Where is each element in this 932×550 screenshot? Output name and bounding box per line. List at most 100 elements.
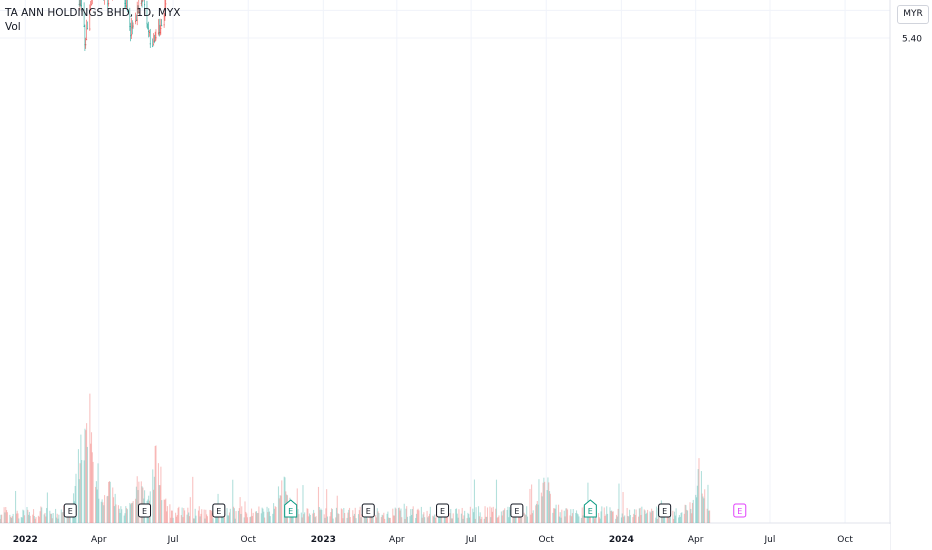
volume-bar xyxy=(131,502,133,523)
volume-bar xyxy=(90,432,93,523)
volume-indicator-label[interactable]: Vol xyxy=(5,21,21,33)
volume-bar xyxy=(55,508,57,523)
earnings-marker[interactable]: E xyxy=(733,503,747,518)
volume-bar xyxy=(600,511,602,523)
earnings-marker[interactable]: E xyxy=(510,503,524,518)
earnings-marker[interactable]: E xyxy=(63,503,77,518)
volume-bar xyxy=(267,512,269,523)
volume-bar xyxy=(102,502,104,523)
volume-bar xyxy=(620,517,622,523)
candle-body xyxy=(78,4,80,6)
volume-bar xyxy=(187,507,189,523)
volume-bar xyxy=(114,493,116,523)
volume-bar xyxy=(117,505,119,523)
volume-bar xyxy=(540,492,542,523)
volume-bar xyxy=(91,452,93,523)
volume-bar xyxy=(695,497,698,523)
volume-bar xyxy=(203,509,205,523)
volume-bar xyxy=(321,509,323,523)
volume-bar xyxy=(525,515,527,523)
volume-bar xyxy=(426,510,428,523)
earnings-marker-box xyxy=(138,503,152,518)
volume-bar xyxy=(606,513,609,523)
volume-bar xyxy=(211,512,213,523)
volume-bar xyxy=(308,513,311,523)
volume-bar xyxy=(502,510,504,523)
volume-bar xyxy=(229,508,231,523)
earnings-marker-label: E xyxy=(366,507,371,516)
volume-bar xyxy=(709,510,711,523)
earnings-marker[interactable]: E xyxy=(658,503,672,518)
volume-bar xyxy=(563,510,565,523)
volume-bar xyxy=(336,495,338,523)
volume-bar xyxy=(34,518,36,523)
volume-bar xyxy=(273,508,275,523)
candle-body xyxy=(155,37,157,39)
candle-body xyxy=(79,3,81,5)
volume-bar xyxy=(195,515,197,523)
x-tick-label: Oct xyxy=(837,535,853,545)
volume-bar xyxy=(308,516,310,523)
earnings-marker[interactable]: E xyxy=(212,503,226,518)
volume-bar xyxy=(468,514,470,523)
volume-bar xyxy=(204,518,206,523)
candle-body xyxy=(136,19,138,21)
volume-bar xyxy=(497,517,499,523)
volume-bar xyxy=(6,512,8,523)
volume-bar xyxy=(85,430,87,523)
candle-body xyxy=(158,32,160,34)
candle-body xyxy=(137,11,139,13)
volume-bar xyxy=(192,476,194,523)
volume-bar xyxy=(95,481,97,523)
volume-bar xyxy=(296,488,298,523)
volume-bar xyxy=(615,518,617,523)
volume-bar xyxy=(80,434,82,523)
volume-bar xyxy=(651,510,653,523)
volume-bar xyxy=(486,516,488,523)
volume-bar xyxy=(469,506,471,523)
volume-bar xyxy=(611,511,613,523)
earnings-marker[interactable]: E xyxy=(436,503,450,518)
volume-bar xyxy=(392,508,394,523)
volume-bar xyxy=(411,514,413,523)
volume-bar xyxy=(138,481,140,523)
currency-button[interactable]: MYR xyxy=(897,5,929,24)
volume-bar xyxy=(32,509,35,523)
volume-bar xyxy=(633,509,636,523)
volume-bar xyxy=(394,507,396,523)
volume-bar xyxy=(227,515,229,523)
volume-bar xyxy=(86,423,88,523)
volume-bar xyxy=(509,510,511,523)
candle-body xyxy=(90,4,93,6)
volume-bar xyxy=(503,509,505,523)
volume-bar xyxy=(89,393,91,523)
volume-bar xyxy=(165,498,167,523)
earnings-marker[interactable]: E xyxy=(284,499,298,518)
earnings-marker[interactable]: E xyxy=(583,499,597,518)
volume-bar xyxy=(531,513,533,523)
volume-bar xyxy=(678,515,680,523)
earnings-marker[interactable]: E xyxy=(138,503,152,518)
candle-body xyxy=(144,4,146,6)
volume-bar xyxy=(60,509,62,523)
volume-bar xyxy=(307,508,309,523)
volume-bar xyxy=(28,514,30,523)
volume-bar xyxy=(268,511,271,523)
volume-bar xyxy=(46,508,48,523)
volume-bar xyxy=(611,510,613,523)
earnings-marker[interactable]: E xyxy=(361,503,375,518)
volume-bar xyxy=(559,512,561,523)
volume-bar xyxy=(175,512,177,523)
volume-bar xyxy=(599,518,601,523)
volume-bar xyxy=(449,513,451,523)
volume-bar xyxy=(422,514,424,523)
volume-bar xyxy=(206,514,208,523)
volume-bar xyxy=(541,496,543,523)
volume-bar xyxy=(118,508,120,523)
volume-bar xyxy=(300,512,302,523)
volume-bar xyxy=(435,514,437,523)
volume-bar xyxy=(255,511,257,523)
volume-bar xyxy=(438,516,440,523)
volume-bar xyxy=(228,512,231,523)
